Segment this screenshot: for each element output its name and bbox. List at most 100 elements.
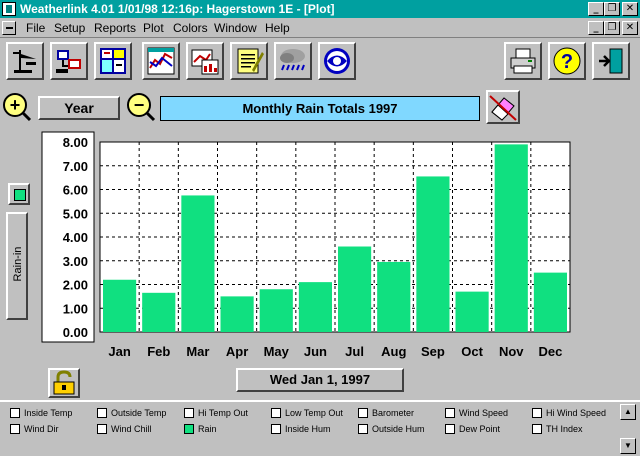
notes-icon	[237, 48, 264, 74]
scroll-up-button[interactable]: ▲	[620, 404, 636, 420]
help-icon: ?	[553, 47, 581, 75]
bulletin-icon	[100, 48, 126, 74]
x-tick-label: Jul	[345, 344, 364, 359]
app-icon[interactable]	[2, 2, 16, 16]
lock-button[interactable]	[48, 368, 80, 398]
checkbox-label: TH Index	[546, 424, 583, 434]
x-tick-label: Apr	[226, 344, 248, 359]
checkbox-wind-dir[interactable]: Wind Dir	[10, 424, 59, 434]
checkbox-outside-hum[interactable]: Outside Hum	[358, 424, 425, 434]
connect-button[interactable]	[50, 42, 88, 80]
checkbox-box[interactable]	[184, 408, 194, 418]
checkbox-box[interactable]	[97, 408, 107, 418]
checkbox-label: Low Temp Out	[285, 408, 343, 418]
graph-icon	[147, 47, 175, 75]
checkbox-barometer[interactable]: Barometer	[358, 408, 414, 418]
menu-plot[interactable]: Plot	[143, 21, 164, 35]
checkbox-label: Wind Chill	[111, 424, 152, 434]
menu-file[interactable]: File	[26, 21, 46, 35]
checkbox-box[interactable]	[10, 424, 20, 434]
checkbox-hi-wind-speed[interactable]: Hi Wind Speed	[532, 408, 606, 418]
checkbox-low-temp-out[interactable]: Low Temp Out	[271, 408, 343, 418]
bar-may	[259, 289, 293, 332]
bar-jul	[338, 246, 372, 332]
menu-bar: File Setup Reports Plot Colors Window He…	[0, 18, 640, 38]
doc-close-button[interactable]: ✕	[622, 21, 638, 35]
notes-button[interactable]	[230, 42, 268, 80]
minimize-button[interactable]: _	[588, 2, 604, 16]
checkbox-inside-hum[interactable]: Inside Hum	[271, 424, 331, 434]
help-button[interactable]: ?	[548, 42, 586, 80]
checkbox-wind-speed[interactable]: Wind Speed	[445, 408, 508, 418]
checkbox-box[interactable]	[358, 424, 368, 434]
noaa-button[interactable]	[318, 42, 356, 80]
period-button[interactable]: Year	[38, 96, 120, 120]
checkbox-rain[interactable]: Rain	[184, 424, 217, 434]
series-color-button[interactable]	[8, 183, 30, 205]
doc-restore-button[interactable]: ❐	[604, 21, 620, 35]
checkbox-box[interactable]	[445, 424, 455, 434]
checkbox-label: Barometer	[372, 408, 415, 418]
checkbox-inside-temp[interactable]: Inside Temp	[10, 408, 72, 418]
checkbox-label: Wind Speed	[459, 408, 509, 418]
checkbox-label: Dew Point	[459, 424, 501, 434]
checkbox-wind-chill[interactable]: Wind Chill	[97, 424, 152, 434]
checkbox-box[interactable]	[358, 408, 368, 418]
exit-button[interactable]	[592, 42, 630, 80]
checkbox-box[interactable]	[10, 408, 20, 418]
x-tick-label: Feb	[147, 344, 170, 359]
checkbox-label: Outside Temp	[111, 408, 167, 418]
y-tick-label: 1.00	[63, 301, 88, 316]
print-button[interactable]	[504, 42, 542, 80]
station-icon	[13, 50, 36, 73]
padlock-icon	[53, 370, 75, 395]
zoom-out-glyph: −	[134, 95, 145, 115]
date-button[interactable]: Wed Jan 1, 1997	[236, 368, 404, 392]
checkbox-th-index[interactable]: TH Index	[532, 424, 583, 434]
checkbox-dew-point[interactable]: Dew Point	[445, 424, 500, 434]
scroll-down-button[interactable]: ▼	[620, 438, 636, 454]
bar-mar	[181, 195, 215, 332]
bar-dec	[533, 272, 567, 332]
checkbox-box[interactable]	[532, 424, 542, 434]
menu-window[interactable]: Window	[214, 21, 257, 35]
unit-button[interactable]: Rain-in	[6, 212, 28, 320]
menu-help[interactable]: Help	[265, 21, 290, 35]
checkbox-box[interactable]	[445, 408, 455, 418]
checkbox-box[interactable]	[271, 424, 281, 434]
bar-feb	[142, 292, 176, 332]
menu-reports[interactable]: Reports	[94, 21, 137, 35]
checkbox-hi-temp-out[interactable]: Hi Temp Out	[184, 408, 248, 418]
menu-colors[interactable]: Colors	[173, 21, 208, 35]
rain-cloud-button[interactable]	[274, 42, 312, 80]
menu-setup[interactable]: Setup	[54, 21, 86, 35]
graph-button[interactable]	[142, 42, 180, 80]
connect-icon	[56, 50, 81, 73]
multi-graph-button[interactable]	[186, 42, 224, 80]
bar-apr	[220, 296, 254, 332]
checkbox-box-checked[interactable]	[184, 424, 194, 434]
bar-aug	[377, 261, 411, 332]
noaa-icon	[324, 48, 350, 74]
checkbox-outside-temp[interactable]: Outside Temp	[97, 408, 166, 418]
document-menu-icon[interactable]	[2, 21, 16, 35]
y-axis-box	[41, 131, 95, 343]
bar-oct	[455, 291, 489, 332]
close-button[interactable]: ✕	[622, 2, 638, 16]
bulletin-button[interactable]	[94, 42, 132, 80]
checkbox-label: Hi Wind Speed	[546, 408, 607, 418]
restore-button[interactable]: ❐	[604, 2, 620, 16]
checkbox-box[interactable]	[97, 424, 107, 434]
checkbox-box[interactable]	[532, 408, 542, 418]
station-button[interactable]	[6, 42, 44, 80]
plot-title: Monthly Rain Totals 1997	[160, 96, 480, 121]
magnifier-minus-icon: −	[127, 93, 156, 122]
checkbox-box[interactable]	[271, 408, 281, 418]
x-tick-label: Oct	[461, 344, 483, 359]
y-tick-label: 7.00	[63, 159, 88, 174]
zoom-out-button[interactable]: −	[126, 92, 156, 122]
zoom-in-button[interactable]: +	[2, 92, 32, 122]
bar-jun	[298, 282, 332, 332]
eraser-button[interactable]	[486, 90, 520, 124]
doc-minimize-button[interactable]: _	[588, 21, 604, 35]
